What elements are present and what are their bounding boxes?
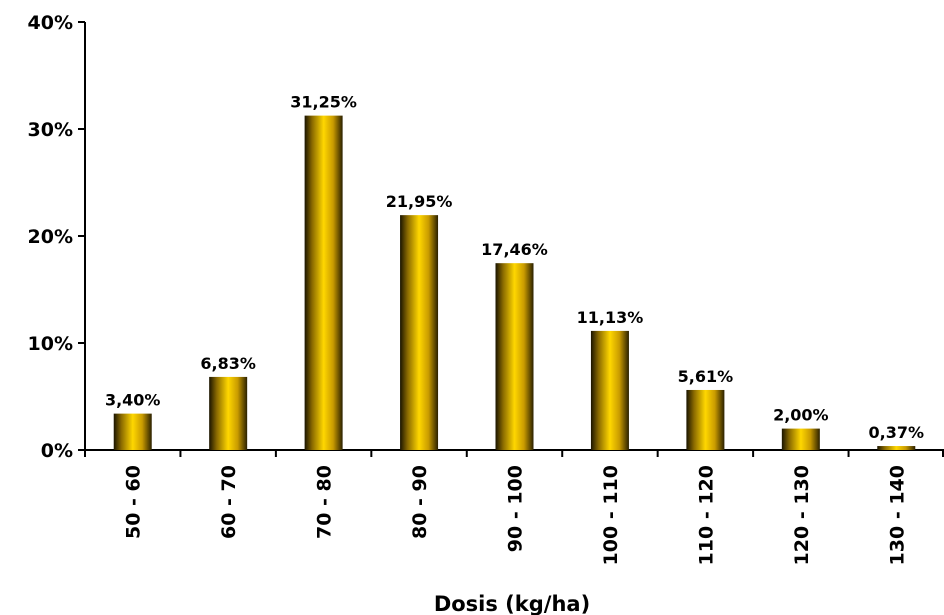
x-tick-label: 80 - 90: [409, 465, 431, 539]
bar: [400, 215, 439, 450]
bar: [590, 330, 629, 450]
bars: [113, 115, 916, 450]
y-tick-label: 20%: [28, 226, 73, 248]
bar: [495, 263, 534, 450]
data-labels: 3,40% 6,83% 31,25% 21,95% 17,46% 11,13% 5,61% 2…: [105, 93, 924, 442]
bar: [209, 376, 248, 450]
x-tick-label: 130 - 140: [886, 465, 908, 565]
data-label: 6,83%: [200, 354, 256, 373]
data-label: 31,25%: [290, 93, 357, 112]
x-tick-label: 110 - 120: [695, 465, 717, 565]
x-tick-label: 100 - 110: [600, 465, 622, 565]
y-tick-label: 0%: [41, 440, 73, 462]
data-label: 2,00%: [773, 406, 829, 425]
x-tick-label: 60 - 70: [218, 465, 240, 539]
y-tick-label: 30%: [28, 119, 73, 141]
data-label: 3,40%: [105, 391, 161, 410]
x-tick-label: 70 - 80: [314, 465, 336, 539]
bar: [686, 389, 725, 450]
bar: [113, 413, 152, 450]
bar: [781, 428, 820, 450]
bar: [304, 115, 343, 450]
data-label: 0,37%: [869, 423, 925, 442]
data-label: 5,61%: [678, 367, 734, 386]
data-label: 21,95%: [386, 192, 453, 211]
x-axis: 50 - 60 60 - 70 70 - 80 80 - 90 90 - 100 100 …: [84, 449, 944, 565]
x-axis-title: Dosis (kg/ha): [434, 592, 590, 615]
x-tick-label: 120 - 130: [791, 465, 813, 565]
bar: [877, 446, 916, 450]
y-axis: 0% 10% 20% 30% 40%: [28, 12, 86, 462]
data-label: 11,13%: [577, 308, 644, 327]
y-tick-label: 40%: [28, 12, 73, 34]
x-tick-label: 50 - 60: [123, 465, 145, 539]
x-tick-label: 90 - 100: [505, 465, 527, 552]
data-label: 17,46%: [481, 240, 548, 259]
y-tick-label: 10%: [28, 333, 73, 355]
